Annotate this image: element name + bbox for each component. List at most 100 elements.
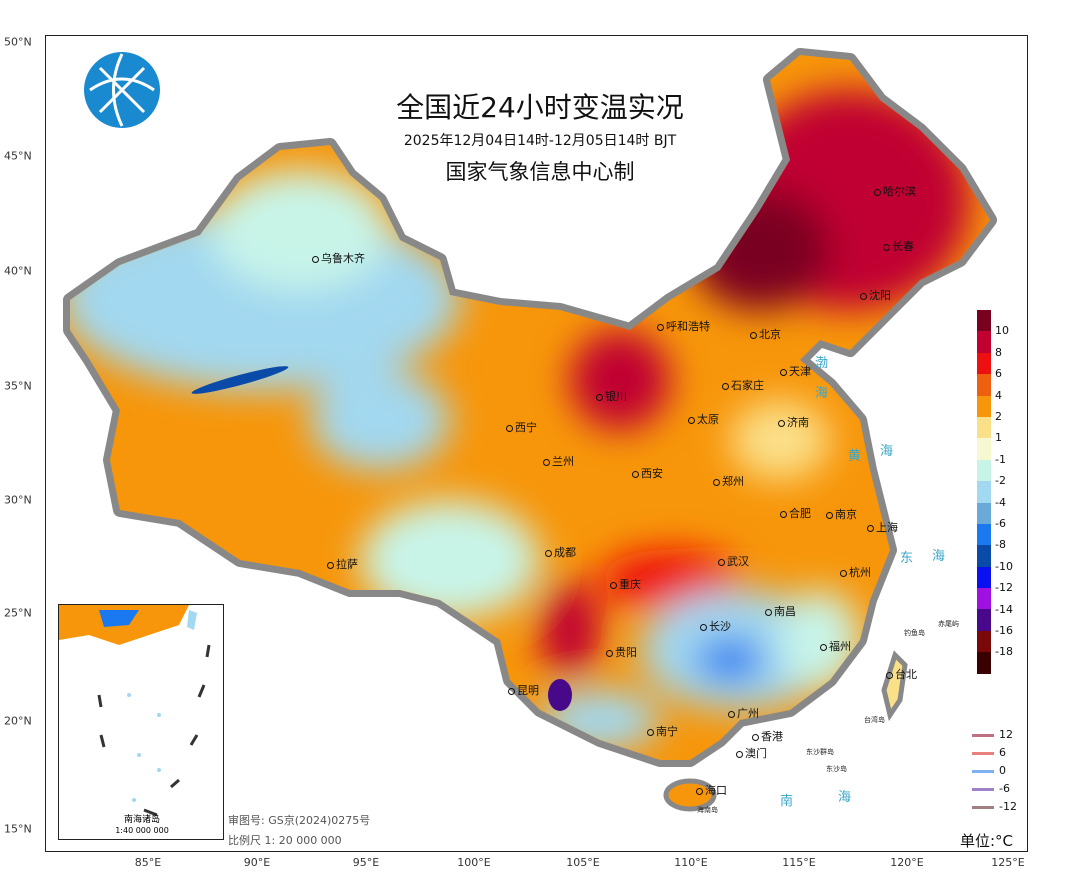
lon-label: 115°E xyxy=(782,856,816,869)
city-marker-icon xyxy=(780,368,787,376)
color-scale-swatch xyxy=(977,395,991,417)
line-label: -12 xyxy=(999,800,1017,813)
island-label: 海南岛 xyxy=(697,806,718,814)
line-swatch xyxy=(972,751,994,755)
lat-label: 50°N xyxy=(4,35,32,49)
city-label: 西宁 xyxy=(506,419,537,435)
sea-label: 黄 xyxy=(848,449,862,464)
city-name: 福州 xyxy=(829,640,851,653)
sea-label: 南 xyxy=(780,794,794,809)
city-name: 长沙 xyxy=(709,620,731,633)
lon-label: 85°E xyxy=(134,856,162,869)
city-marker-icon xyxy=(778,419,785,427)
city-name: 兰州 xyxy=(552,455,574,468)
city-name: 武汉 xyxy=(727,555,749,568)
city-name: 西宁 xyxy=(515,421,537,434)
city-label: 北京 xyxy=(750,326,781,342)
city-label: 哈尔滨 xyxy=(874,183,916,199)
inset-scale: 1:40 000 000 xyxy=(115,826,169,835)
city-label: 武汉 xyxy=(718,553,749,569)
city-label: 呼和浩特 xyxy=(657,318,710,334)
city-marker-icon xyxy=(780,510,787,518)
color-scale-swatch xyxy=(977,588,991,610)
color-scale-swatch xyxy=(977,459,991,482)
color-scale-label: -4 xyxy=(995,495,1006,509)
lat-label: 45°N xyxy=(4,149,32,163)
unit-label: 单位:°C xyxy=(960,832,1014,850)
city-marker-icon xyxy=(820,643,827,651)
city-marker-icon xyxy=(722,382,729,390)
inset-map xyxy=(59,605,211,817)
city-marker-icon xyxy=(606,649,613,657)
city-marker-icon xyxy=(728,710,735,718)
city-name: 北京 xyxy=(759,328,781,341)
color-scale-bar xyxy=(977,310,991,674)
color-scale-swatch xyxy=(977,609,991,631)
line-swatch xyxy=(972,787,994,791)
city-name: 上海 xyxy=(876,521,898,534)
color-scale-label: -10 xyxy=(995,559,1013,573)
color-scale-swatch xyxy=(977,630,991,653)
color-scale-label: -1 xyxy=(995,452,1006,466)
contour-legend-item: -6 xyxy=(972,782,1010,795)
city-marker-icon xyxy=(647,728,654,736)
color-scale-label: 10 xyxy=(995,324,1009,338)
city-name: 南宁 xyxy=(656,725,678,738)
city-label: 兰州 xyxy=(543,453,574,469)
city-label: 杭州 xyxy=(840,564,871,580)
city-label: 香港 xyxy=(752,728,783,744)
city-label: 济南 xyxy=(778,414,809,430)
city-label: 长沙 xyxy=(700,618,731,634)
color-scale-swatch xyxy=(977,352,991,375)
city-label: 石家庄 xyxy=(722,377,764,393)
city-name: 沈阳 xyxy=(869,289,891,302)
city-marker-icon xyxy=(632,470,639,478)
city-name: 西安 xyxy=(641,467,663,480)
city-name: 昆明 xyxy=(517,684,539,697)
color-scale-swatch xyxy=(977,331,991,353)
city-label: 西安 xyxy=(632,465,663,481)
city-name: 成都 xyxy=(554,546,576,559)
map-frame xyxy=(45,35,1028,852)
color-scale-swatch xyxy=(977,481,991,503)
logo xyxy=(84,52,160,128)
inset-title: 南海诸岛 xyxy=(123,815,160,825)
color-scale-label: -18 xyxy=(995,645,1013,659)
city-name: 杭州 xyxy=(849,566,871,579)
lon-label: 105°E xyxy=(566,856,600,869)
lat-label: 20°N xyxy=(4,714,32,728)
city-marker-icon xyxy=(883,243,890,251)
city-label: 沈阳 xyxy=(860,287,891,303)
sea-label: 东 xyxy=(900,551,914,566)
island-label: 东沙群岛 xyxy=(806,748,834,756)
city-marker-icon xyxy=(867,524,874,532)
city-name: 石家庄 xyxy=(731,379,764,392)
city-marker-icon xyxy=(543,458,550,466)
city-marker-icon xyxy=(860,292,867,300)
city-name: 银川 xyxy=(605,390,627,403)
color-scale-swatch xyxy=(977,523,991,546)
city-name: 哈尔滨 xyxy=(883,185,916,198)
lat-label: 40°N xyxy=(4,264,32,278)
city-marker-icon xyxy=(610,581,617,589)
city-name: 天津 xyxy=(789,365,811,378)
city-marker-icon xyxy=(718,558,725,566)
line-label: 6 xyxy=(999,746,1006,759)
lon-label: 100°E xyxy=(457,856,491,869)
city-marker-icon xyxy=(886,671,893,679)
color-scale-label: -8 xyxy=(995,538,1006,552)
city-label: 南昌 xyxy=(765,603,796,619)
color-scale-swatch xyxy=(977,416,991,439)
city-label: 天津 xyxy=(780,363,811,379)
city-label: 银川 xyxy=(596,388,627,404)
city-label: 上海 xyxy=(867,519,898,535)
city-label: 澳门 xyxy=(736,745,767,761)
city-label: 南宁 xyxy=(647,723,678,739)
color-scale-swatch xyxy=(977,566,991,589)
city-marker-icon xyxy=(752,733,759,741)
map-subtitle: 2025年12月04日14时-12月05日14时 BJT xyxy=(403,133,677,149)
color-scale-label: -12 xyxy=(995,581,1013,595)
color-scale-label: -2 xyxy=(995,474,1006,488)
city-marker-icon xyxy=(312,255,319,263)
